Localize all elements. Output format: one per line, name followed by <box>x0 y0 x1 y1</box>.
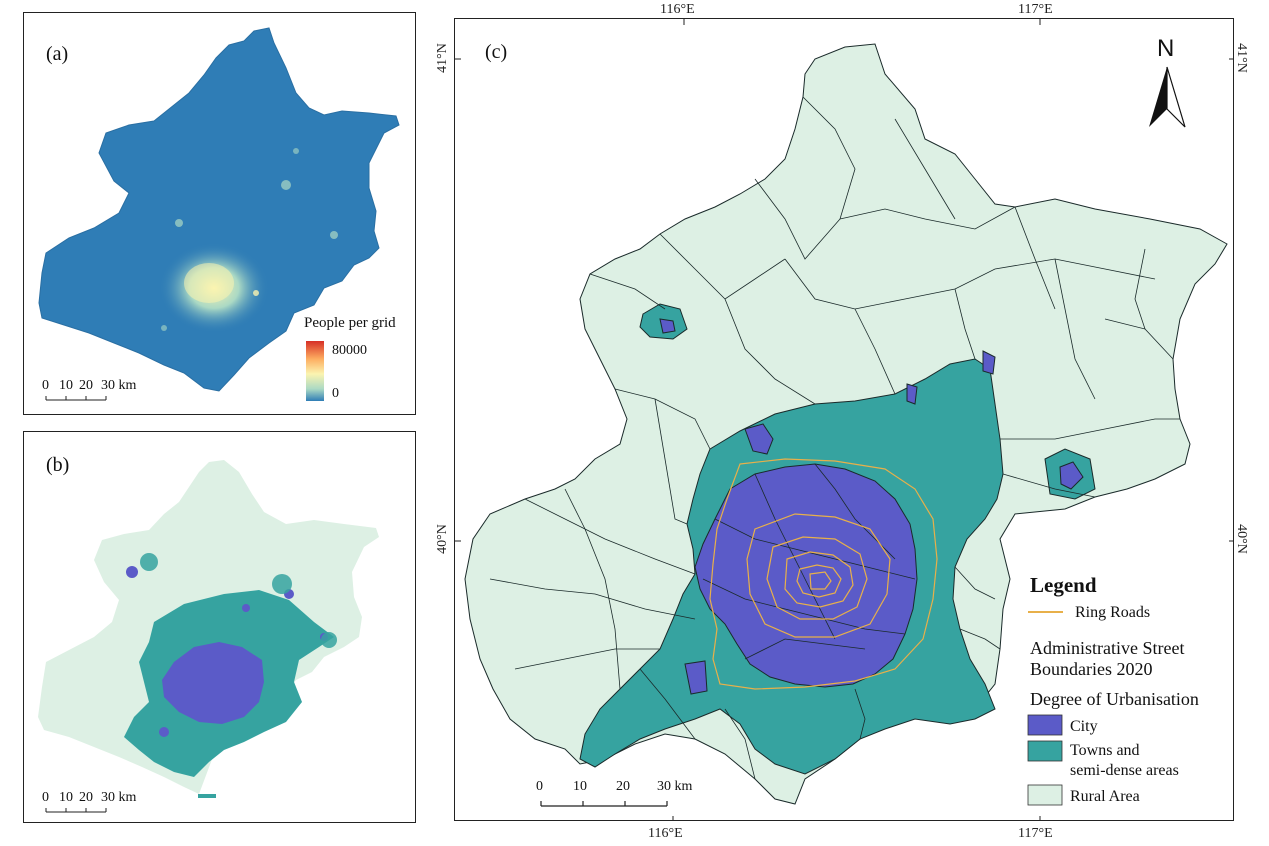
legend-boundaries-1: Administrative Street <box>1030 638 1185 658</box>
city-area-b <box>162 642 264 724</box>
scale-tick: 0 <box>536 779 543 794</box>
city-patch <box>1059 461 1084 490</box>
coord-left-41: 41°N <box>434 43 450 73</box>
scale-tick: 20 <box>616 779 630 794</box>
city-area-c <box>694 463 918 688</box>
scale-bar-a <box>45 396 107 401</box>
scale-tick: 20 <box>79 378 93 393</box>
coord-top-117: 117°E <box>1018 2 1053 17</box>
legend-city-label: City <box>1070 718 1098 735</box>
colorbar-min: 0 <box>332 386 339 401</box>
north-arrow-icon <box>1149 66 1186 128</box>
scale-tick: 0 <box>42 378 49 393</box>
north-label: N <box>1157 35 1175 62</box>
panel-c-street-urbanisation-map: (c) N Legend Ring Roads Administrative S… <box>454 18 1234 821</box>
scale-tick: 0 <box>42 790 49 805</box>
legend-rural-swatch <box>1027 784 1063 806</box>
scale-tick: 30 km <box>101 378 137 393</box>
scale-bar-b <box>45 808 107 813</box>
city-patch <box>684 660 708 695</box>
panel-a-population-map: (a) People per grid 80000 0 0 10 20 30 k… <box>23 12 416 415</box>
scale-tick: 30 km <box>657 779 693 794</box>
city-patch <box>744 423 774 455</box>
legend-rural-label: Rural Area <box>1070 788 1140 805</box>
urban-core-peak <box>184 263 234 303</box>
scale-tick: 10 <box>573 779 587 794</box>
street-boundaries <box>489 96 1180 780</box>
legend-degree-title: Degree of Urbanisation <box>1030 689 1199 709</box>
city-patch <box>982 350 996 375</box>
legend-ring-roads: Ring Roads <box>1075 604 1151 621</box>
population-colorbar <box>306 341 324 401</box>
beijing-outline-a <box>38 27 400 392</box>
population-density-map <box>38 27 400 401</box>
panel-label: (b) <box>46 454 70 476</box>
legend-towns-swatch <box>1027 740 1063 762</box>
coord-right-41: 41°N <box>1233 43 1249 73</box>
graticule-ticks <box>455 19 1233 820</box>
coord-left-40: 40°N <box>434 524 450 554</box>
street-boundaries-map <box>455 19 1233 820</box>
city-patch <box>906 383 918 405</box>
scale-tick: 10 <box>59 790 73 805</box>
legend-towns-label-1: Towns and <box>1070 742 1140 759</box>
colorbar-title: People per grid <box>304 315 396 331</box>
ring-roads <box>709 458 938 690</box>
panel-label: (c) <box>485 41 508 63</box>
scale-tick: 20 <box>79 790 93 805</box>
legend-title: Legend <box>1030 573 1097 597</box>
colorbar-max: 80000 <box>332 343 367 358</box>
scale-bar-c <box>540 801 668 807</box>
legend-city-swatch <box>1027 714 1063 736</box>
panel-label: (a) <box>46 43 69 65</box>
coord-bottom-116: 116°E <box>648 826 683 841</box>
coord-right-40: 40°N <box>1233 524 1249 554</box>
urbanisation-grid-map <box>38 460 379 813</box>
coord-top-116: 116°E <box>660 2 695 17</box>
coord-bottom-117: 117°E <box>1018 826 1053 841</box>
city-patch <box>659 318 676 334</box>
scale-tick: 10 <box>59 378 73 393</box>
legend-boundaries-2: Boundaries 2020 <box>1030 659 1153 679</box>
panel-b-urbanisation-grid: (b) 0 10 20 30 km <box>23 431 416 823</box>
scale-tick: 30 km <box>101 790 137 805</box>
legend-towns-label-2: semi-dense areas <box>1070 762 1179 779</box>
